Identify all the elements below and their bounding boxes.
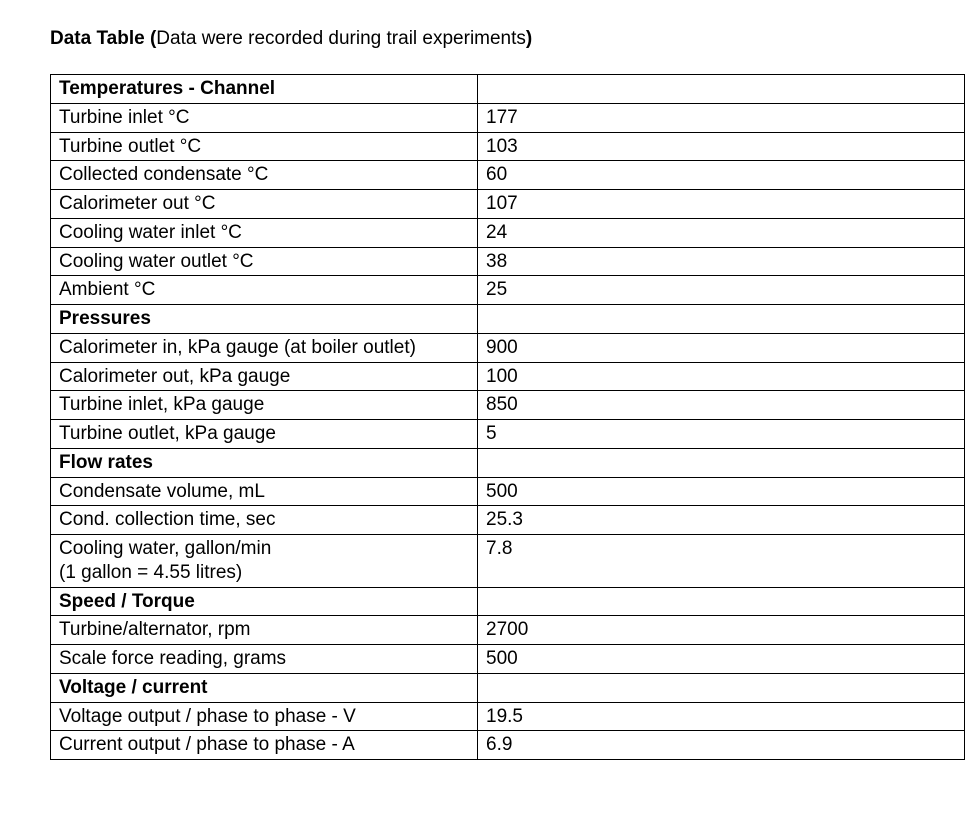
title-suffix: ) bbox=[526, 28, 532, 49]
row-value: 25 bbox=[478, 276, 965, 305]
table-row: Pressures bbox=[51, 305, 965, 334]
row-label: Collected condensate °C bbox=[51, 161, 478, 190]
row-label: Turbine inlet, kPa gauge bbox=[51, 391, 478, 420]
section-header-value bbox=[478, 673, 965, 702]
row-label: Turbine outlet, kPa gauge bbox=[51, 420, 478, 449]
table-row: Ambient °C 25 bbox=[51, 276, 965, 305]
row-value: 5 bbox=[478, 420, 965, 449]
row-label: Cooling water, gallon/min(1 gallon = 4.5… bbox=[51, 535, 478, 588]
row-value: 7.8 bbox=[478, 535, 965, 588]
table-row: Turbine outlet °C 103 bbox=[51, 132, 965, 161]
table-row: Current output / phase to phase - A 6.9 bbox=[51, 731, 965, 760]
row-value: 60 bbox=[478, 161, 965, 190]
row-value: 38 bbox=[478, 247, 965, 276]
table-row: Turbine outlet, kPa gauge 5 bbox=[51, 420, 965, 449]
row-value: 6.9 bbox=[478, 731, 965, 760]
row-value: 107 bbox=[478, 190, 965, 219]
table-row: Voltage / current bbox=[51, 673, 965, 702]
row-value: 25.3 bbox=[478, 506, 965, 535]
title-middle: Data were recorded during trail experime… bbox=[156, 28, 526, 49]
table-row: Cond. collection time, sec 25.3 bbox=[51, 506, 965, 535]
document-container: Data Table (Data were recorded during tr… bbox=[0, 0, 978, 788]
row-value: 24 bbox=[478, 218, 965, 247]
row-value: 850 bbox=[478, 391, 965, 420]
table-row: Turbine/alternator, rpm 2700 bbox=[51, 616, 965, 645]
section-header: Pressures bbox=[51, 305, 478, 334]
table-row: Cooling water, gallon/min(1 gallon = 4.5… bbox=[51, 535, 965, 588]
section-header: Speed / Torque bbox=[51, 587, 478, 616]
row-value: 500 bbox=[478, 645, 965, 674]
row-label: Ambient °C bbox=[51, 276, 478, 305]
row-label: Scale force reading, grams bbox=[51, 645, 478, 674]
table-row: Flow rates bbox=[51, 448, 965, 477]
row-value: 19.5 bbox=[478, 702, 965, 731]
section-header: Voltage / current bbox=[51, 673, 478, 702]
row-label: Turbine inlet °C bbox=[51, 103, 478, 132]
table-row: Cooling water inlet °C 24 bbox=[51, 218, 965, 247]
section-header-value bbox=[478, 305, 965, 334]
table-row: Cooling water outlet °C 38 bbox=[51, 247, 965, 276]
row-label: Turbine outlet °C bbox=[51, 132, 478, 161]
row-value: 500 bbox=[478, 477, 965, 506]
table-row: Temperatures - Channel bbox=[51, 75, 965, 104]
table-row: Calorimeter out, kPa gauge 100 bbox=[51, 362, 965, 391]
section-header-value bbox=[478, 587, 965, 616]
table-row: Scale force reading, grams 500 bbox=[51, 645, 965, 674]
table-row: Turbine inlet, kPa gauge 850 bbox=[51, 391, 965, 420]
table-row: Collected condensate °C 60 bbox=[51, 161, 965, 190]
title-prefix: Data Table ( bbox=[50, 28, 156, 49]
data-table: Temperatures - Channel Turbine inlet °C … bbox=[50, 74, 965, 760]
section-header: Flow rates bbox=[51, 448, 478, 477]
section-header-value bbox=[478, 448, 965, 477]
row-label: Cooling water inlet °C bbox=[51, 218, 478, 247]
row-label: Turbine/alternator, rpm bbox=[51, 616, 478, 645]
section-header: Temperatures - Channel bbox=[51, 75, 478, 104]
table-row: Condensate volume, mL 500 bbox=[51, 477, 965, 506]
row-label: Cond. collection time, sec bbox=[51, 506, 478, 535]
row-value: 900 bbox=[478, 333, 965, 362]
section-header-value bbox=[478, 75, 965, 104]
row-label: Calorimeter in, kPa gauge (at boiler out… bbox=[51, 333, 478, 362]
table-row: Calorimeter in, kPa gauge (at boiler out… bbox=[51, 333, 965, 362]
row-value: 177 bbox=[478, 103, 965, 132]
row-label: Calorimeter out °C bbox=[51, 190, 478, 219]
row-label: Cooling water outlet °C bbox=[51, 247, 478, 276]
table-row: Speed / Torque bbox=[51, 587, 965, 616]
row-label: Calorimeter out, kPa gauge bbox=[51, 362, 478, 391]
table-row: Turbine inlet °C 177 bbox=[51, 103, 965, 132]
row-value: 103 bbox=[478, 132, 965, 161]
table-row: Voltage output / phase to phase - V 19.5 bbox=[51, 702, 965, 731]
row-label: Voltage output / phase to phase - V bbox=[51, 702, 478, 731]
table-row: Calorimeter out °C 107 bbox=[51, 190, 965, 219]
row-value: 100 bbox=[478, 362, 965, 391]
page-title: Data Table (Data were recorded during tr… bbox=[50, 28, 928, 50]
row-label: Condensate volume, mL bbox=[51, 477, 478, 506]
row-label: Current output / phase to phase - A bbox=[51, 731, 478, 760]
row-value: 2700 bbox=[478, 616, 965, 645]
